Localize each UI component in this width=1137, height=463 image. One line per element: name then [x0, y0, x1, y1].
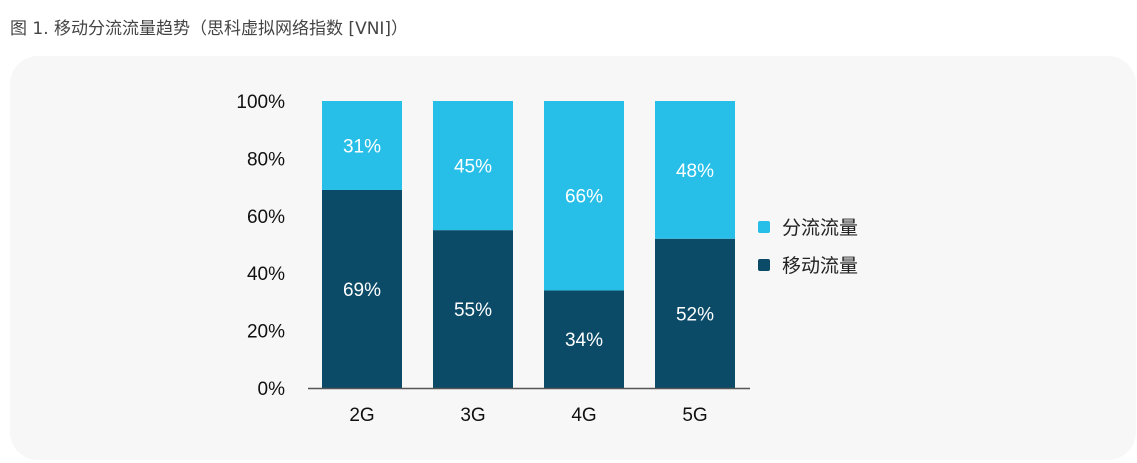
- y-axis-ticks: 0% 20% 40% 60% 80% 100%: [236, 92, 285, 400]
- bars: [322, 101, 735, 388]
- offload-traffic-segment-5g: [655, 101, 735, 239]
- mobile-traffic-label: 34%: [565, 330, 603, 351]
- x-tick-label: 5G: [682, 405, 707, 426]
- y-tick-label: 20%: [247, 322, 285, 343]
- offload-traffic-label: 48%: [676, 161, 714, 182]
- mobile-traffic-segment-3g: [433, 230, 513, 388]
- y-tick-label: 40%: [247, 264, 285, 285]
- offload-traffic-segment-2g: [322, 101, 402, 190]
- y-tick-label: 100%: [236, 92, 285, 113]
- offload-traffic-label: 45%: [454, 157, 492, 178]
- mobile-traffic-segment-4g: [544, 290, 624, 388]
- mobile-traffic-segment-5g: [655, 238, 735, 388]
- legend-offload-label: 分流流量: [782, 217, 858, 239]
- legend-offload-swatch: [758, 221, 770, 233]
- y-tick-label: 0%: [258, 379, 286, 400]
- legend-mobile-swatch: [758, 259, 770, 271]
- x-tick-label: 3G: [460, 405, 485, 426]
- mobile-traffic-label: 55%: [454, 300, 492, 321]
- figure-caption: 图 1. 移动分流流量趋势（思科虚拟网络指数 [VNI]）: [10, 19, 409, 39]
- y-tick-label: 60%: [247, 207, 285, 228]
- legend-mobile-label: 移动流量: [782, 255, 858, 277]
- mobile-traffic-label: 52%: [676, 304, 714, 325]
- offload-traffic-segment-3g: [433, 101, 513, 231]
- offload-traffic-label: 31%: [343, 136, 381, 157]
- mobile-traffic-label: 69%: [343, 280, 381, 301]
- x-tick-label: 4G: [571, 405, 596, 426]
- bar-data-labels: 69% 31% 55% 45% 34% 66% 52% 48%: [343, 136, 714, 351]
- offload-traffic-segment-4g: [544, 101, 624, 291]
- y-tick-label: 80%: [247, 149, 285, 170]
- offload-traffic-label: 66%: [565, 187, 603, 208]
- x-tick-label: 2G: [349, 405, 374, 426]
- x-axis-labels: 2G 3G 4G 5G: [349, 405, 707, 426]
- mobile-traffic-segment-2g: [322, 189, 402, 388]
